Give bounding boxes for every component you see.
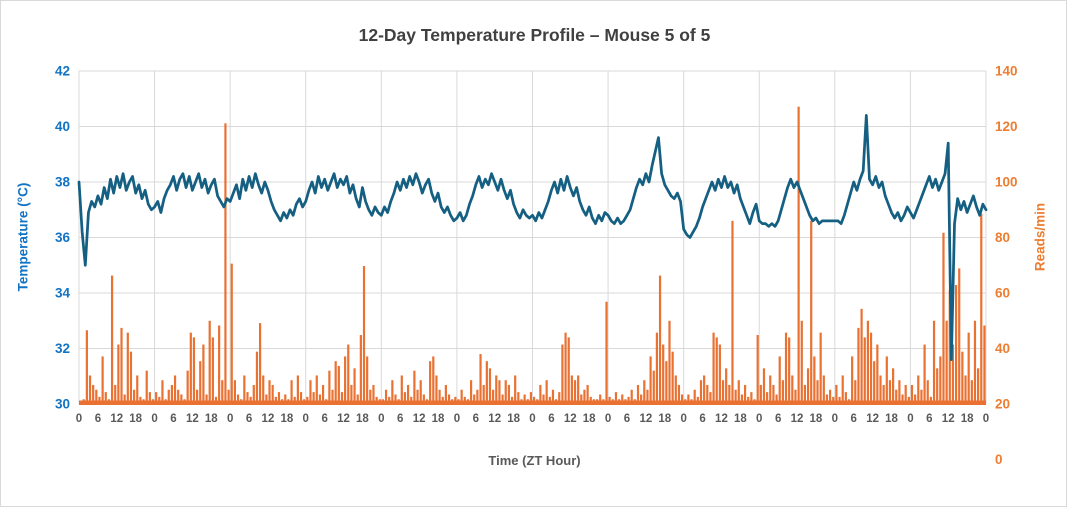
svg-text:18: 18 [810, 413, 823, 425]
svg-text:36: 36 [55, 230, 71, 245]
right-tick-labels: 140 120 100 80 60 40 20 0 [995, 64, 1018, 468]
svg-text:18: 18 [583, 413, 596, 425]
svg-text:6: 6 [170, 413, 176, 425]
svg-text:18: 18 [507, 413, 520, 425]
svg-text:80: 80 [995, 230, 1010, 245]
svg-text:0: 0 [832, 413, 838, 425]
svg-text:6: 6 [851, 413, 857, 425]
svg-text:38: 38 [55, 175, 71, 190]
svg-text:12: 12 [110, 413, 123, 425]
chart-title: 12-Day Temperature Profile – Mouse 5 of … [358, 25, 711, 45]
reads-bars [79, 106, 986, 405]
svg-text:6: 6 [246, 413, 252, 425]
svg-text:18: 18 [961, 413, 974, 425]
svg-text:6: 6 [548, 413, 554, 425]
svg-text:20: 20 [995, 397, 1010, 412]
svg-text:12: 12 [866, 413, 879, 425]
svg-text:40: 40 [55, 119, 70, 134]
svg-text:12: 12 [791, 413, 804, 425]
svg-text:140: 140 [995, 64, 1018, 79]
x-axis-title: Time (ZT Hour) [488, 453, 581, 468]
svg-text:34: 34 [55, 286, 71, 301]
svg-text:6: 6 [397, 413, 403, 425]
svg-text:0: 0 [303, 413, 309, 425]
svg-text:0: 0 [227, 413, 233, 425]
svg-text:120: 120 [995, 119, 1018, 134]
svg-text:60: 60 [995, 286, 1010, 301]
svg-text:18: 18 [885, 413, 898, 425]
left-tick-labels: 42 40 38 36 34 32 30 [55, 64, 71, 412]
svg-text:0: 0 [995, 452, 1003, 467]
svg-text:6: 6 [699, 413, 705, 425]
svg-text:30: 30 [55, 397, 70, 412]
svg-text:6: 6 [926, 413, 932, 425]
svg-text:18: 18 [658, 413, 671, 425]
svg-text:18: 18 [205, 413, 218, 425]
svg-text:0: 0 [76, 413, 82, 425]
svg-text:100: 100 [995, 175, 1018, 190]
svg-text:0: 0 [907, 413, 913, 425]
svg-text:0: 0 [680, 413, 686, 425]
svg-text:6: 6 [775, 413, 781, 425]
svg-text:0: 0 [756, 413, 762, 425]
svg-text:12: 12 [488, 413, 501, 425]
svg-text:12: 12 [262, 413, 275, 425]
svg-text:6: 6 [624, 413, 630, 425]
svg-text:18: 18 [280, 413, 293, 425]
svg-text:18: 18 [356, 413, 369, 425]
svg-text:0: 0 [529, 413, 535, 425]
svg-text:0: 0 [454, 413, 460, 425]
temperature-line [77, 114, 988, 361]
svg-text:18: 18 [432, 413, 445, 425]
svg-text:12: 12 [715, 413, 728, 425]
svg-text:6: 6 [321, 413, 327, 425]
svg-text:12: 12 [942, 413, 955, 425]
svg-text:6: 6 [473, 413, 479, 425]
svg-text:12: 12 [639, 413, 652, 425]
svg-text:12: 12 [413, 413, 426, 425]
vertical-gridlines [78, 71, 987, 404]
svg-text:40: 40 [995, 341, 1010, 356]
svg-text:6: 6 [95, 413, 101, 425]
svg-text:0: 0 [605, 413, 611, 425]
svg-text:12: 12 [186, 413, 199, 425]
svg-text:0: 0 [378, 413, 384, 425]
svg-text:12: 12 [564, 413, 577, 425]
svg-text:18: 18 [129, 413, 142, 425]
reads-baseline [79, 400, 986, 405]
svg-text:0: 0 [983, 413, 989, 425]
svg-text:32: 32 [55, 341, 70, 356]
svg-text:0: 0 [151, 413, 157, 425]
x-tick-labels: 0 6 12 18 0 6 12 18 0 6 12 18 0 6 12 18 0 6 12 18 0 6 12 18 0 6 12… [76, 413, 989, 425]
svg-text:18: 18 [734, 413, 747, 425]
svg-text:42: 42 [55, 64, 70, 79]
svg-text:12: 12 [337, 413, 350, 425]
